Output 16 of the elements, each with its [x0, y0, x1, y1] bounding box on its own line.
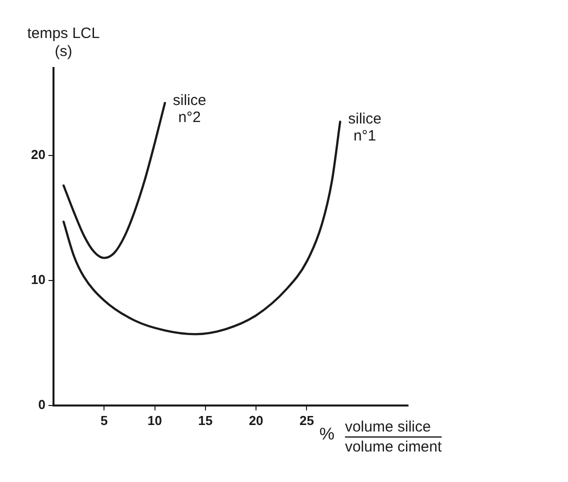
text: volume silice — [344, 418, 431, 436]
x-tick-label: 5 — [100, 412, 108, 428]
line-series — [62, 102, 166, 260]
y-tick-label: 0 — [38, 396, 46, 412]
line-series — [62, 120, 342, 336]
series-label: silice n°1 — [348, 110, 382, 145]
x-tick-label: 10 — [148, 412, 162, 428]
x-tick-label: 25 — [299, 412, 314, 428]
y-tick-label: 20 — [30, 147, 46, 162]
x-axis-title: % — [319, 424, 335, 444]
series-label: silice n°2 — [172, 92, 206, 126]
y-tick-label: 10 — [30, 272, 46, 288]
text: volume ciment — [344, 438, 442, 456]
x-tick-label: 15 — [198, 412, 213, 428]
x-tick-label: 20 — [248, 412, 264, 428]
y-axis-title: temps LCL (s) — [27, 25, 100, 60]
